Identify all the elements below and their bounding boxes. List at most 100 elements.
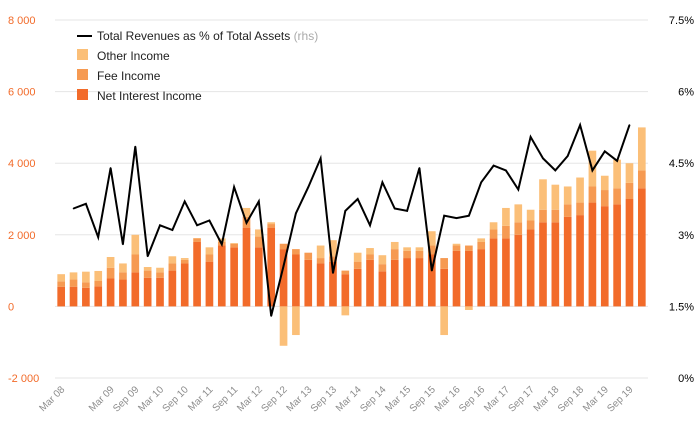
line-point (184, 201, 186, 203)
bar-segment (341, 271, 349, 275)
x-tick-label: Mar 19 (581, 384, 611, 414)
line-point (456, 217, 458, 219)
bar-segment (57, 274, 65, 281)
bar-segment (601, 190, 609, 206)
bar-segment (169, 256, 177, 263)
bar-segment (613, 160, 621, 189)
bar-segment (354, 269, 362, 307)
bar-segment (514, 204, 522, 222)
x-tick-label: Sep 09 (111, 384, 141, 414)
bar-segment (527, 220, 535, 229)
bar-segment (119, 280, 127, 307)
bar-segment (57, 281, 65, 286)
bar-segment (267, 224, 275, 228)
bar-segment (564, 186, 572, 204)
bar-segment (601, 176, 609, 190)
bar-segment (576, 203, 584, 216)
x-tick-label: Sep 16 (457, 384, 487, 414)
y-tick-label-left: 8 000 (8, 15, 36, 27)
bar-segment (230, 247, 238, 306)
bar-segment (527, 229, 535, 306)
x-tick-label: Sep 18 (556, 384, 586, 414)
bar-segment (255, 237, 263, 248)
bar-segment (638, 188, 646, 306)
bar-segment (193, 242, 201, 306)
right-axis: 7.5%6%4.5%3%1.5%0% (669, 15, 694, 385)
line-point (431, 270, 433, 272)
bar-segment (94, 286, 102, 306)
bar-segment (131, 235, 139, 255)
bar-segment (107, 268, 115, 279)
bar-segment (416, 251, 424, 258)
bar-segment (527, 210, 535, 221)
bar-segment (391, 242, 399, 249)
bar-segment (576, 178, 584, 203)
bar-segment (255, 247, 263, 306)
bar-segment (539, 179, 547, 209)
bar-segment (304, 260, 312, 307)
legend-label-net-interest-income: Net Interest Income (97, 89, 202, 103)
line-point (505, 170, 507, 172)
line-point (270, 315, 272, 317)
x-tick-label: Mar 17 (482, 384, 512, 414)
bar-segment (156, 268, 164, 273)
bar-segment (539, 222, 547, 306)
bar-segment (552, 210, 560, 223)
bar-segment (243, 228, 251, 307)
x-tick-label: Sep 12 (259, 384, 289, 414)
y-tick-label-right: 6% (678, 87, 694, 99)
line-point (233, 186, 235, 188)
bar-segment (82, 282, 90, 287)
bar-segment (613, 188, 621, 204)
bar-segment (292, 249, 300, 254)
bar-segment (366, 248, 374, 254)
line-point (172, 229, 174, 231)
bar-segment (564, 204, 572, 217)
line-point (332, 272, 334, 274)
bar-segment (341, 274, 349, 306)
line-point (579, 124, 581, 126)
line-point (468, 215, 470, 217)
x-tick-label: Sep 10 (161, 384, 191, 414)
line-point (629, 124, 631, 126)
bar-segment (82, 288, 90, 307)
bar-segment (131, 272, 139, 306)
bar-segment (292, 306, 300, 335)
line-point (221, 244, 223, 246)
bar-segment (552, 222, 560, 306)
bar-segment (354, 253, 362, 262)
bar-segment (280, 244, 288, 249)
bar-segment (514, 235, 522, 307)
line-point (159, 224, 161, 226)
x-tick-label: Mar 14 (334, 384, 364, 414)
line-point (369, 224, 371, 226)
bar-segment (218, 246, 226, 307)
line-point (493, 165, 495, 167)
line-point (122, 244, 124, 246)
line-point (567, 155, 569, 157)
line-point (604, 150, 606, 152)
bar-segment (70, 287, 78, 307)
line-point (382, 181, 384, 183)
bar-segment (366, 260, 374, 307)
bar-segment (502, 208, 510, 226)
bar-segment (416, 247, 424, 251)
x-tick-label: Sep 19 (605, 384, 635, 414)
bar-segment (379, 271, 387, 306)
bar-segment (206, 262, 214, 307)
line-point (555, 170, 557, 172)
bar-segment (366, 254, 374, 259)
line-point (320, 158, 322, 160)
bar-segment (57, 287, 65, 307)
line-point (246, 222, 248, 224)
bar-segment (267, 222, 275, 224)
bar-segment (440, 306, 448, 335)
bar-segment (477, 238, 485, 242)
line-point (283, 265, 285, 267)
bar-segment (502, 238, 510, 306)
line-point (147, 255, 149, 257)
bar-segment (144, 267, 152, 271)
x-tick-label: Sep 11 (211, 384, 241, 414)
